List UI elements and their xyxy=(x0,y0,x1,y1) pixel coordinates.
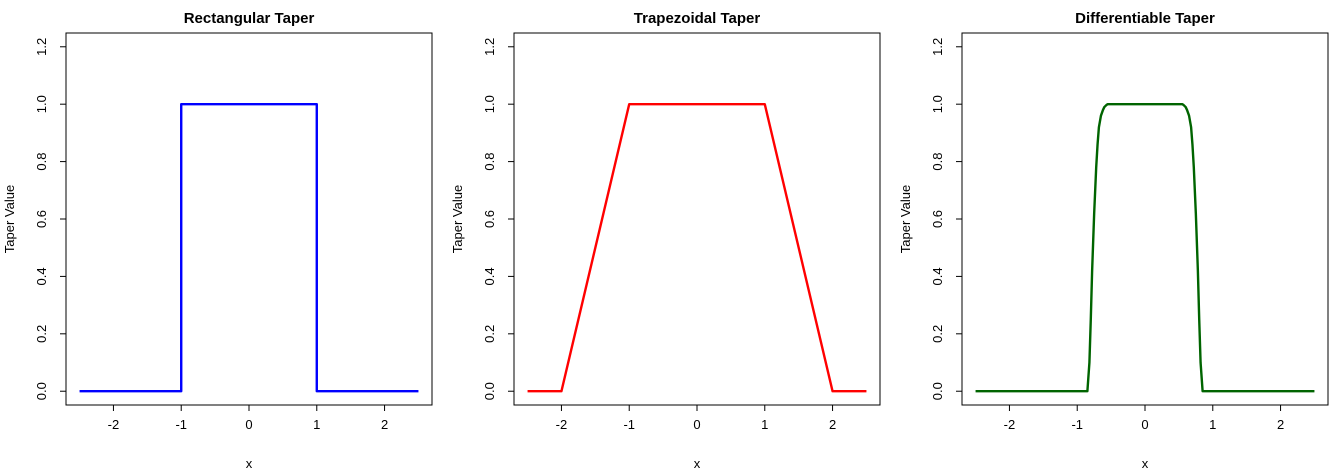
chart-title: Rectangular Taper xyxy=(184,10,315,27)
x-tick-label: 2 xyxy=(381,417,388,432)
x-tick-label: 2 xyxy=(1277,417,1284,432)
y-tick-label: 0.0 xyxy=(34,382,49,400)
y-tick-label: 1.2 xyxy=(34,38,49,56)
y-tick-label: 0.6 xyxy=(930,210,945,228)
y-tick-label: 1.2 xyxy=(930,38,945,56)
x-axis-label: x xyxy=(1142,456,1149,471)
y-tick-label: 0.6 xyxy=(34,210,49,228)
y-tick-label: 0.0 xyxy=(482,382,497,400)
x-tick-label: 0 xyxy=(245,417,252,432)
series-line xyxy=(527,102,867,393)
y-tick-label: 0.8 xyxy=(482,153,497,171)
x-axis-label: x xyxy=(246,456,253,471)
x-axis-label: x xyxy=(694,456,701,471)
y-axis-label: Taper Value xyxy=(450,185,465,253)
y-axis-label: Taper Value xyxy=(2,185,17,253)
panel-2: Trapezoidal Taper -2 -1 0 1 2 0.0 0.2 0.4 0.6 0.8 1… xyxy=(450,10,881,471)
x-tick-label: 2 xyxy=(829,417,836,432)
x-tick-label: -2 xyxy=(556,417,568,432)
x-tick-label: 1 xyxy=(761,417,768,432)
series-line xyxy=(79,102,419,393)
x-tick-label: -1 xyxy=(623,417,635,432)
panel-3: Differentiable Taper -2 -1 0 1 2 0.0 0.2 0.4 0.6 0… xyxy=(898,10,1329,471)
y-tick-label: 1.0 xyxy=(482,95,497,113)
y-tick-label: 0.4 xyxy=(482,267,497,285)
y-tick-label: 0.8 xyxy=(34,153,49,171)
x-tick-label: -1 xyxy=(175,417,187,432)
plot-frame xyxy=(65,32,433,406)
y-tick-label: 1.0 xyxy=(34,95,49,113)
y-tick-label: 0.2 xyxy=(930,325,945,343)
x-tick-label: 1 xyxy=(1209,417,1216,432)
series-line xyxy=(975,102,1315,393)
chart-title: Differentiable Taper xyxy=(1075,10,1215,27)
y-tick-label: 0.0 xyxy=(930,382,945,400)
x-tick-label: 0 xyxy=(1141,417,1148,432)
x-tick-label: 1 xyxy=(313,417,320,432)
y-tick-label: 0.4 xyxy=(34,267,49,285)
x-tick-label: -2 xyxy=(108,417,120,432)
y-tick-label: 0.4 xyxy=(930,267,945,285)
x-tick-label: -2 xyxy=(1004,417,1016,432)
chart-title: Trapezoidal Taper xyxy=(634,10,761,27)
plot-frame xyxy=(961,32,1329,406)
y-axis-label: Taper Value xyxy=(898,185,913,253)
x-tick-label: -1 xyxy=(1071,417,1083,432)
panel-1: Rectangular Taper -2 -1 0 1 2 0.0 0.2 0.4 0.6 0.8 1… xyxy=(2,10,433,471)
y-tick-label: 0.8 xyxy=(930,153,945,171)
plot-frame xyxy=(513,32,881,406)
y-tick-label: 1.2 xyxy=(482,38,497,56)
y-tick-label: 1.0 xyxy=(930,95,945,113)
y-tick-label: 0.2 xyxy=(482,325,497,343)
x-tick-label: 0 xyxy=(693,417,700,432)
y-tick-label: 0.6 xyxy=(482,210,497,228)
y-tick-label: 0.2 xyxy=(34,325,49,343)
